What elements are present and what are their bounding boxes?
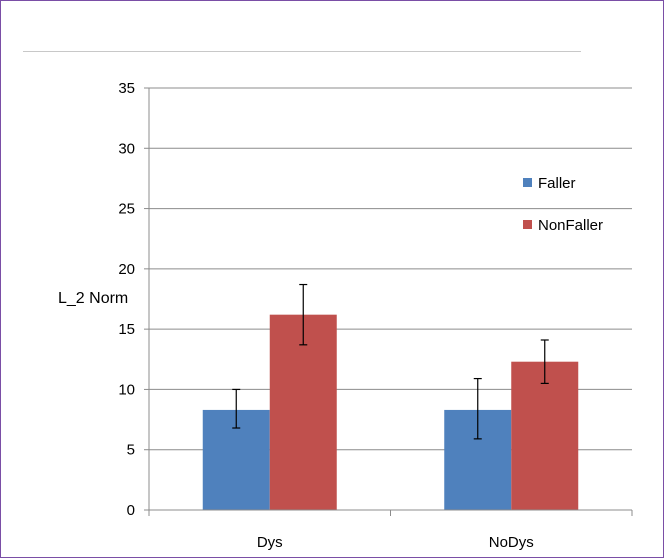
legend-label-nonfaller: NonFaller <box>538 217 603 234</box>
error-bars <box>232 283 549 440</box>
legend: Faller NonFaller <box>523 175 603 234</box>
x-tick-label: NoDys <box>489 534 534 551</box>
y-tick-label: 0 <box>127 502 135 519</box>
y-tick-label: 20 <box>118 261 135 278</box>
legend-label-faller: Faller <box>538 175 576 192</box>
gridlines <box>149 87 632 451</box>
y-tick-label: 30 <box>118 140 135 157</box>
y-tick-label: 25 <box>118 201 135 218</box>
bar-nonfaller-nodys <box>511 361 579 510</box>
legend-swatch-faller <box>523 178 532 187</box>
y-axis-ticks: 0 5 10 15 20 25 30 35 <box>118 80 150 519</box>
x-tick-label: Dys <box>257 534 283 551</box>
y-tick-label: 35 <box>118 80 135 97</box>
y-tick-label: 5 <box>127 442 135 459</box>
x-axis: Dys NoDys <box>148 509 633 551</box>
chart-area-border <box>23 51 581 52</box>
bar-nonfaller-dys <box>269 314 337 510</box>
y-tick-label: 15 <box>118 321 135 338</box>
legend-swatch-nonfaller <box>523 220 532 229</box>
y-tick-label: 10 <box>118 381 135 398</box>
y-axis-label: L_2 Norm <box>58 290 128 307</box>
bars <box>202 314 579 510</box>
